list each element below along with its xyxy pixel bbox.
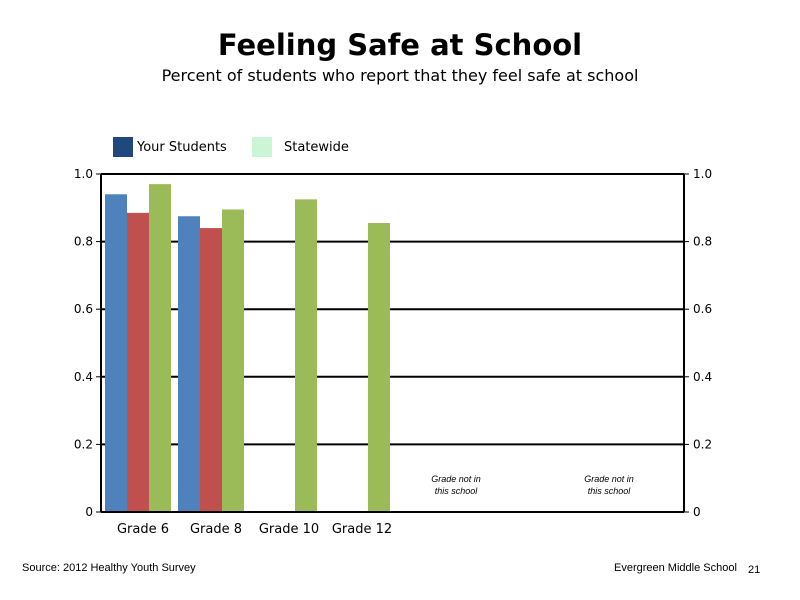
page-number: 21 xyxy=(748,564,761,576)
bar xyxy=(127,212,149,512)
legend-label-statewide: Statewide xyxy=(284,139,349,155)
y-tick-label-right: 0.6 xyxy=(693,302,712,316)
not-in-school-annotation: this school xyxy=(588,486,632,496)
school-name: Evergreen Middle School xyxy=(614,562,737,574)
bar xyxy=(149,184,171,512)
x-tick-label: Grade 6 xyxy=(117,522,169,537)
x-tick-label: Grade 8 xyxy=(190,522,242,537)
x-tick-label: Grade 12 xyxy=(332,522,392,537)
y-tick-label-left: 0.8 xyxy=(74,235,93,249)
y-tick-label-right: 0 xyxy=(693,505,701,519)
bar xyxy=(105,194,127,512)
legend-item-statewide: Statewide xyxy=(252,136,349,158)
y-tick-label-left: 0.4 xyxy=(74,370,93,384)
y-tick-label-right: 0.8 xyxy=(693,235,712,249)
not-in-school-annotation: Grade not in xyxy=(584,474,634,484)
bar xyxy=(222,209,244,513)
chart-title: Feeling Safe at School xyxy=(217,28,583,62)
y-tick-label-right: 0.2 xyxy=(693,437,712,451)
y-tick-label-right: 0.4 xyxy=(693,370,712,384)
source-note: Source: 2012 Healthy Youth Survey xyxy=(22,562,196,574)
bar xyxy=(295,199,317,512)
not-in-school-annotation: this school xyxy=(435,486,479,496)
x-tick-label: Grade 10 xyxy=(259,522,319,537)
not-in-school-annotation: Grade not in xyxy=(431,474,481,484)
legend-label-your-students: Your Students xyxy=(137,139,227,155)
y-tick-label-left: 1.0 xyxy=(74,167,93,181)
y-tick-label-right: 1.0 xyxy=(693,167,712,181)
legend-swatch-statewide xyxy=(252,137,272,157)
bar xyxy=(368,223,390,512)
y-tick-label-left: 0.2 xyxy=(74,437,93,451)
y-tick-label-left: 0 xyxy=(85,505,93,519)
legend-swatch-your-students xyxy=(113,137,133,157)
bar xyxy=(178,216,200,512)
legend-item-your-students: Your Students xyxy=(113,136,227,158)
y-tick-label-left: 0.6 xyxy=(74,302,93,316)
bar xyxy=(200,228,222,512)
chart-subtitle: Percent of students who report that they… xyxy=(161,66,639,85)
